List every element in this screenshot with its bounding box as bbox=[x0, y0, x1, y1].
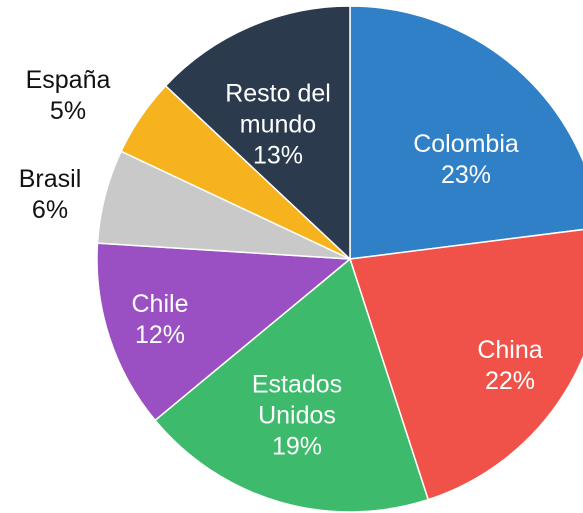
slice-percent: 23% bbox=[440, 161, 492, 189]
pie-slice bbox=[164, 5, 351, 261]
slice-label: Colombia 23% bbox=[386, 129, 546, 191]
slice-percent: 12% bbox=[134, 321, 186, 349]
pie-slice bbox=[96, 242, 352, 422]
slice-label: Chile 12% bbox=[100, 289, 220, 351]
pie-slice bbox=[154, 257, 430, 513]
slice-percent: 22% bbox=[484, 367, 536, 395]
pie-slice bbox=[349, 5, 583, 260]
slice-name: Brasil bbox=[18, 165, 82, 193]
slice-label: España 5% bbox=[13, 65, 123, 127]
slice-percent: 6% bbox=[31, 196, 69, 224]
slice-name: Estados Unidos bbox=[251, 370, 343, 430]
slice-label: Brasil 6% bbox=[5, 164, 95, 226]
slice-label: China 22% bbox=[445, 335, 575, 397]
slice-label: Estados Unidos 19% bbox=[232, 370, 362, 463]
slice-percent: 5% bbox=[49, 97, 87, 125]
slice-name: Resto del mundo bbox=[225, 79, 331, 139]
slice-percent: 13% bbox=[252, 141, 304, 170]
slice-name: China bbox=[477, 336, 543, 364]
slice-percent: 19% bbox=[271, 432, 323, 461]
slice-name: España bbox=[25, 66, 111, 94]
slice-label: Resto del mundo 13% bbox=[203, 79, 353, 172]
slice-name: Chile bbox=[131, 290, 189, 318]
pie-slice bbox=[349, 228, 583, 501]
slice-name: Colombia bbox=[413, 130, 519, 158]
